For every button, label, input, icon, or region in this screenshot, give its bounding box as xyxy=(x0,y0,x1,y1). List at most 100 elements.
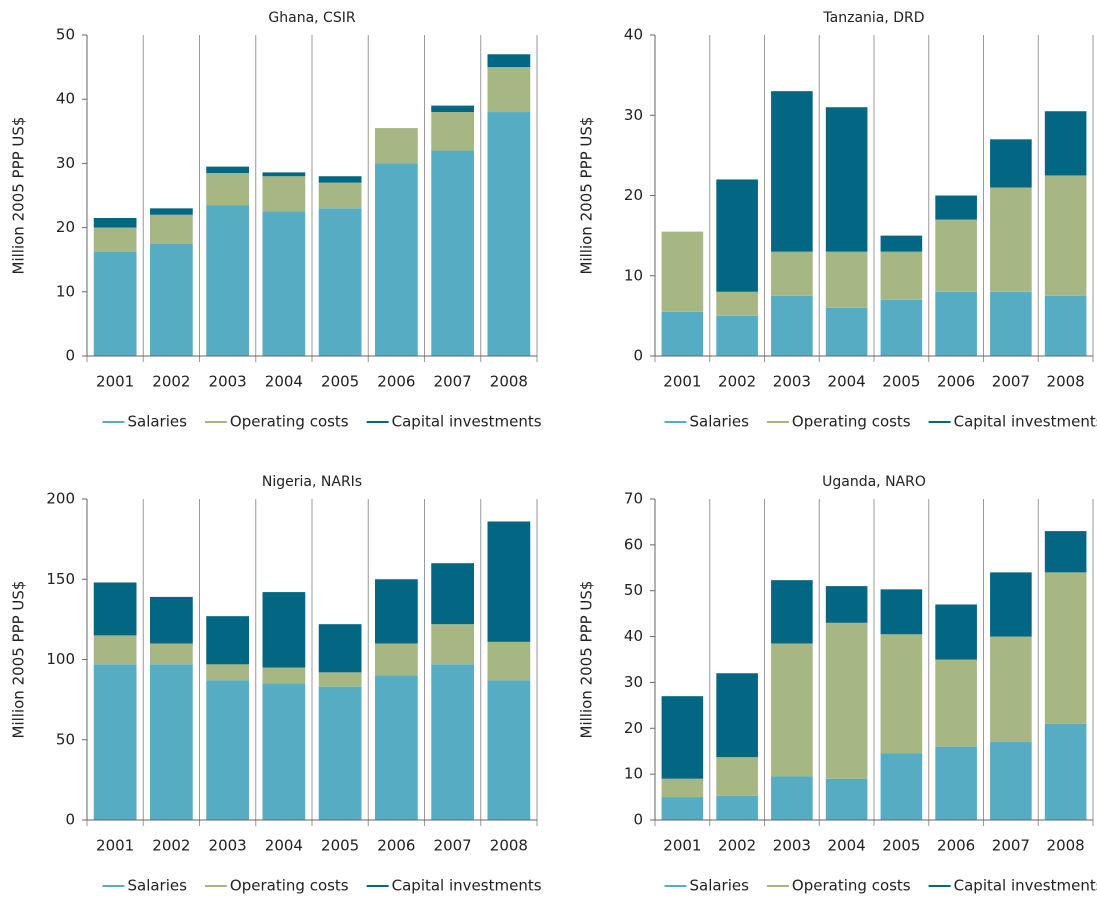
bar-segment xyxy=(1044,531,1087,573)
y-axis-label: Million 2005 PPP US$ xyxy=(10,581,28,739)
y-tick-label: 30 xyxy=(624,673,643,691)
legend-label: Salaries xyxy=(689,877,749,895)
x-tick-label: 2008 xyxy=(490,373,528,391)
bar-segment xyxy=(1044,572,1087,724)
bar-segment xyxy=(375,163,418,356)
y-tick-label: 30 xyxy=(624,106,643,124)
x-tick-label: 2007 xyxy=(434,837,472,855)
y-tick-label: 30 xyxy=(56,154,75,172)
legend-label: Salaries xyxy=(689,413,749,431)
y-tick-label: 100 xyxy=(46,650,75,668)
y-tick-label: 60 xyxy=(624,535,643,553)
x-tick-label: 2001 xyxy=(96,837,134,855)
bar-segment xyxy=(262,172,306,177)
bar-segment xyxy=(716,291,758,316)
bar-segment xyxy=(93,217,137,228)
bar-segment xyxy=(262,667,306,684)
x-tick-label: 2002 xyxy=(152,373,190,391)
x-tick-label: 2006 xyxy=(937,373,975,391)
bar-segment xyxy=(990,187,1032,292)
chart-title: Tanzania, DRD xyxy=(822,10,924,26)
bar-segment xyxy=(262,592,306,668)
y-tick-label: 200 xyxy=(46,490,75,508)
legend-label: Salaries xyxy=(127,413,187,431)
bar-segment xyxy=(771,251,813,296)
chart: 0 10 20 30 40 50 2001 2002 2003 2004 2005 2006 2007 2… xyxy=(10,10,542,431)
x-tick-label: 2005 xyxy=(321,837,359,855)
bar-segment xyxy=(93,664,137,820)
bar-segment xyxy=(431,664,474,820)
bar-segment xyxy=(771,643,813,777)
x-tick-label: 2004 xyxy=(265,837,303,855)
y-tick-label: 150 xyxy=(46,570,75,588)
legend-label: Capital investments xyxy=(954,413,1097,431)
bar-segment xyxy=(487,641,531,681)
bar-segment xyxy=(262,176,306,212)
bar-segment xyxy=(880,251,923,300)
bar-segment xyxy=(206,173,249,206)
x-tick-label: 2007 xyxy=(992,373,1030,391)
bar-segment xyxy=(661,231,704,312)
x-tick-label: 2001 xyxy=(96,373,134,391)
x-tick-label: 2003 xyxy=(209,837,247,855)
bar-segment xyxy=(150,664,193,820)
bar-segment xyxy=(318,182,362,209)
bar-segment xyxy=(487,54,531,68)
x-tick-label: 2005 xyxy=(882,837,920,855)
y-tick-label: 0 xyxy=(633,347,643,365)
x-tick-label: 2005 xyxy=(321,373,359,391)
x-tick-label: 2002 xyxy=(718,837,756,855)
bar-segment xyxy=(771,776,813,820)
bar-segment xyxy=(318,208,362,356)
x-tick-label: 2001 xyxy=(663,373,701,391)
chart: 0 10 20 30 40 50 60 70 2001 2002 2003 2004 2005 2006 2… xyxy=(578,474,1097,895)
bar-segment xyxy=(206,205,249,356)
x-tick-label: 2008 xyxy=(490,837,528,855)
bar-segment xyxy=(487,521,531,642)
x-tick-label: 2005 xyxy=(882,373,920,391)
y-axis-label: Million 2005 PPP US$ xyxy=(10,117,28,275)
bar-segment xyxy=(716,795,758,820)
bar-segment xyxy=(880,299,923,356)
y-tick-label: 50 xyxy=(56,730,75,748)
x-tick-label: 2008 xyxy=(1047,837,1085,855)
bar-segment xyxy=(431,563,474,625)
x-tick-label: 2001 xyxy=(663,837,701,855)
bar-segment xyxy=(1044,111,1087,176)
x-tick-label: 2006 xyxy=(937,837,975,855)
legend: Salaries Operating costs Capital investmen… xyxy=(664,413,1097,431)
y-tick-label: 20 xyxy=(624,719,643,737)
bar-segment xyxy=(825,251,868,308)
y-tick-label: 0 xyxy=(633,811,643,829)
legend-label: Operating costs xyxy=(792,877,911,895)
bar-segment xyxy=(990,636,1032,743)
bar-segment xyxy=(375,128,418,164)
x-tick-label: 2003 xyxy=(773,373,811,391)
x-tick-label: 2006 xyxy=(377,837,415,855)
bar-segment xyxy=(771,295,813,356)
bar-segment xyxy=(487,67,531,113)
bar-segment xyxy=(206,616,249,665)
bar-segment xyxy=(661,311,704,356)
bar-segment xyxy=(93,251,137,356)
bar-segment xyxy=(1044,723,1087,820)
bar-segment xyxy=(935,746,977,820)
y-tick-label: 0 xyxy=(65,811,75,829)
bar-segment xyxy=(150,214,193,244)
y-tick-label: 40 xyxy=(56,90,75,108)
bar-segment xyxy=(1044,295,1087,356)
chart: 0 10 20 30 40 2001 2002 2003 2004 2005 2006 2007 200… xyxy=(578,10,1097,431)
y-tick-label: 50 xyxy=(56,26,75,44)
y-tick-label: 20 xyxy=(56,218,75,236)
bar-segment xyxy=(990,572,1032,637)
bar-segment xyxy=(825,307,868,356)
legend-label: Capital investments xyxy=(392,413,542,431)
bar-segment xyxy=(150,596,193,644)
bar-segment xyxy=(318,176,362,183)
bar-segment xyxy=(880,753,923,820)
bar-segment xyxy=(93,635,137,665)
bar-segment xyxy=(318,624,362,673)
bar-segment xyxy=(431,112,474,151)
bar-segment xyxy=(825,778,868,820)
y-tick-label: 70 xyxy=(624,490,643,508)
